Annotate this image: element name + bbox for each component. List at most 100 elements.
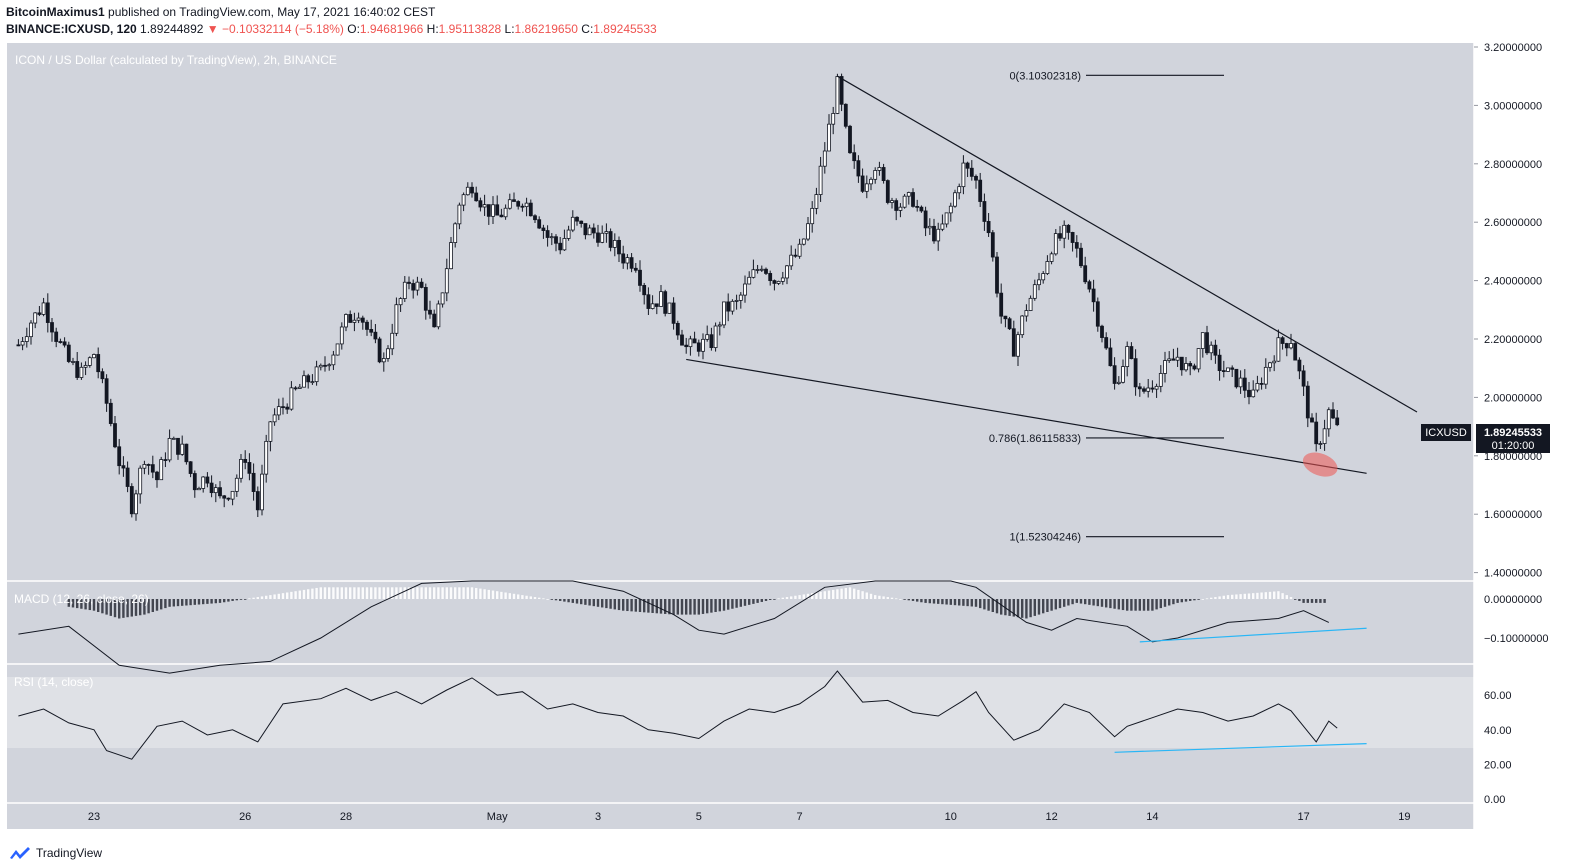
- chart-header: BitcoinMaximus1 published on TradingView…: [6, 4, 657, 38]
- macd-histogram-bar: [575, 599, 579, 604]
- candle-body: [377, 338, 382, 363]
- price-tick-label: 2.20000000: [1484, 334, 1542, 346]
- candle-body: [1146, 387, 1151, 392]
- candle-body: [1234, 368, 1239, 388]
- candle-body: [629, 257, 634, 269]
- macd-histogram-bar: [790, 596, 793, 599]
- candle-body: [734, 299, 739, 302]
- candle-body: [608, 231, 613, 248]
- macd-histogram-bar: [134, 599, 138, 616]
- price-label-box: ICXUSD 1.89245533 01:20:00: [1421, 424, 1550, 453]
- candle-body: [394, 304, 399, 334]
- macd-histogram-bar: [206, 599, 209, 604]
- macd-histogram-bar: [1315, 599, 1318, 603]
- candle-body: [331, 354, 336, 366]
- candle-body: [1125, 346, 1130, 367]
- candle-body: [696, 342, 701, 352]
- macd-divergence-line[interactable]: [1139, 627, 1367, 643]
- candle-body: [537, 219, 542, 229]
- price-tick-label: 2.40000000: [1484, 276, 1542, 288]
- candle-body: [1326, 409, 1331, 430]
- macd-histogram-bar: [1075, 599, 1078, 603]
- macd-histogram-bar: [365, 587, 369, 599]
- candle-body: [1104, 337, 1109, 349]
- candle-body: [213, 487, 218, 494]
- brand-name[interactable]: TradingView: [36, 846, 103, 860]
- candle-body: [717, 324, 722, 327]
- macd-histogram-bar: [1126, 599, 1129, 611]
- candle-body: [58, 341, 63, 343]
- author-name[interactable]: BitcoinMaximus1: [6, 5, 105, 19]
- candle-body: [667, 302, 672, 314]
- candle-body: [759, 268, 764, 271]
- macd-histogram-bar: [479, 588, 482, 599]
- candle-body: [617, 239, 621, 255]
- macd-histogram-bar: [1021, 599, 1024, 618]
- macd-histogram-bar: [815, 592, 818, 599]
- highlight-ellipse[interactable]: [1300, 448, 1341, 481]
- candle-body: [289, 387, 294, 410]
- macd-histogram-bar: [1029, 599, 1032, 618]
- candle-body: [600, 232, 605, 243]
- candle-body: [995, 256, 999, 294]
- lower-trendline[interactable]: [686, 358, 1367, 474]
- candle-body: [1053, 233, 1058, 255]
- macd-histogram-bar: [1218, 596, 1221, 599]
- candle-body: [163, 459, 168, 461]
- macd-histogram-bar: [277, 593, 280, 599]
- macd-histogram-bar: [214, 599, 217, 604]
- axes: 3.20000000 3.00000000 2.80000000 2.60000000…: [88, 42, 1549, 823]
- macd-histogram-bar: [1058, 599, 1062, 609]
- indicator-lines: [18, 580, 1367, 760]
- macd-histogram-bar: [487, 589, 490, 599]
- candle-body: [642, 285, 647, 296]
- macd-histogram-bar: [592, 599, 595, 607]
- candle-body: [62, 341, 67, 346]
- macd-histogram-bar: [311, 588, 314, 599]
- candle-body: [66, 344, 71, 362]
- macd-histogram-bar: [1046, 599, 1049, 612]
- upper-trendline[interactable]: [837, 75, 1418, 413]
- macd-histogram-bar: [483, 589, 486, 599]
- macd-histogram-bar: [991, 599, 994, 612]
- macd-histogram-bar: [92, 599, 96, 611]
- price-tick-label: 2.60000000: [1484, 217, 1542, 229]
- macd-histogram-bar: [735, 599, 738, 608]
- candle-body: [125, 467, 130, 487]
- candle-body: [583, 223, 588, 236]
- candle-body: [1011, 328, 1016, 357]
- candle-body: [936, 228, 941, 242]
- candle-body: [524, 202, 529, 208]
- macd-tick-label: −0.10000000: [1484, 633, 1549, 645]
- macd-histogram-bar: [622, 599, 625, 611]
- macd-histogram-bar: [349, 587, 352, 599]
- macd-histogram-bar: [1243, 593, 1246, 599]
- macd-histogram-bar: [920, 599, 923, 603]
- macd-histogram-bar: [840, 588, 843, 599]
- candle-body: [961, 162, 966, 188]
- candle-body: [818, 165, 823, 195]
- macd-histogram-bar: [1302, 599, 1305, 603]
- candle-body: [1129, 346, 1134, 360]
- macd-histogram-bar: [1084, 599, 1087, 605]
- macd-histogram-bar: [546, 599, 549, 600]
- candle-body: [860, 175, 865, 192]
- candle-body: [104, 378, 109, 404]
- macd-histogram-bar: [911, 599, 915, 601]
- candle-body: [793, 254, 798, 257]
- macd-histogram-bar: [1176, 599, 1179, 603]
- candle-body: [415, 281, 420, 291]
- macd-histogram-bar: [449, 587, 453, 599]
- candle-body: [323, 364, 327, 367]
- macd-histogram-bar: [953, 599, 957, 606]
- candle-body: [1062, 224, 1067, 239]
- candle-body: [789, 254, 794, 267]
- macd-histogram-bar: [521, 595, 524, 599]
- candle-body: [1221, 370, 1226, 372]
- candle-body: [1226, 367, 1230, 372]
- rsi-divergence-line[interactable]: [1114, 743, 1367, 753]
- macd-histogram-bar: [655, 599, 658, 614]
- price-tick-label: 3.00000000: [1484, 100, 1542, 112]
- macd-histogram-bar: [118, 599, 121, 619]
